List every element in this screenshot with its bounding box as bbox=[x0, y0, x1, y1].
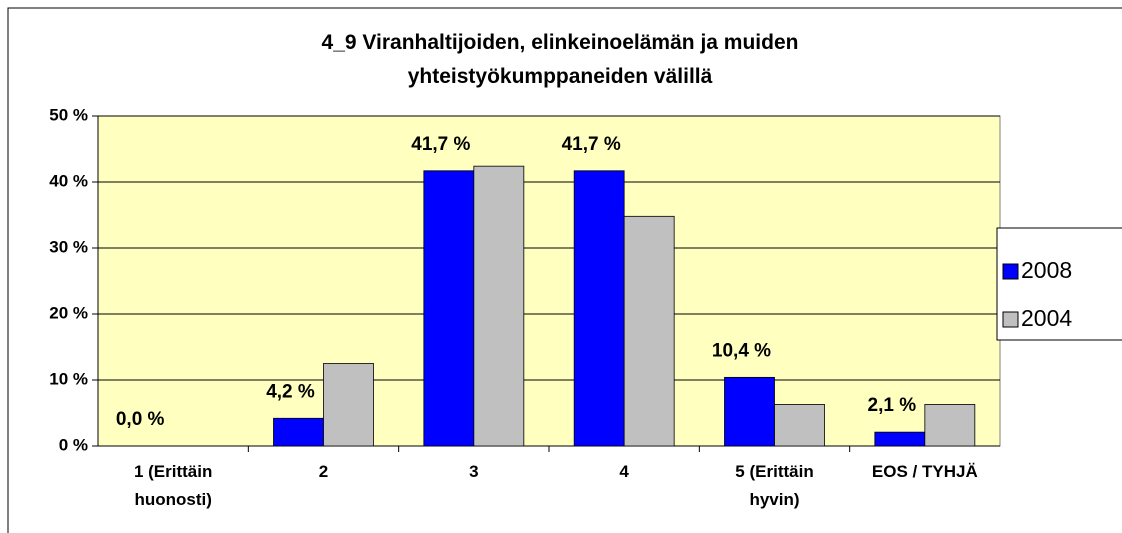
bar bbox=[924, 404, 976, 447]
bar bbox=[774, 404, 825, 447]
y-tick-label: 0 % bbox=[59, 435, 88, 454]
data-label: 4,2 % bbox=[266, 381, 315, 402]
bar bbox=[623, 215, 675, 447]
x-tick-label: 2 bbox=[318, 462, 329, 481]
bar bbox=[724, 376, 775, 447]
x-tick-label: EOS / TYHJÄ bbox=[871, 462, 978, 481]
plot-area bbox=[97, 115, 1001, 447]
legend-swatch bbox=[1002, 311, 1019, 328]
bar bbox=[273, 417, 324, 447]
y-tick-label: 40 % bbox=[49, 171, 88, 190]
y-tick-label: 20 % bbox=[49, 303, 88, 322]
data-label: 2,1 % bbox=[868, 395, 917, 416]
bar bbox=[423, 170, 475, 447]
y-tick-label: 50 % bbox=[49, 105, 88, 124]
data-label: 41,7 % bbox=[562, 134, 621, 155]
data-label: 41,7 % bbox=[411, 134, 470, 155]
legend-label: 2004 bbox=[1021, 305, 1072, 331]
chart-title: 4_9 Viranhaltijoiden, elinkeinoelämän ja… bbox=[321, 31, 799, 88]
y-tick-label: 30 % bbox=[49, 237, 88, 256]
legend-label: 2008 bbox=[1021, 257, 1072, 283]
data-label: 0,0 % bbox=[116, 409, 165, 430]
bar bbox=[473, 165, 525, 447]
bar bbox=[874, 431, 926, 447]
bar bbox=[323, 363, 374, 447]
legend-swatch bbox=[1002, 263, 1019, 280]
bar bbox=[573, 170, 625, 447]
data-label: 10,4 % bbox=[712, 340, 771, 361]
x-tick-label: 1 (Erittäin huonosti) bbox=[133, 462, 213, 509]
x-tick-label: 5 (Erittäin hyvin) bbox=[735, 462, 814, 509]
x-tick-label: 4 bbox=[619, 462, 629, 481]
y-tick-label: 10 % bbox=[49, 369, 88, 388]
x-tick-label: 3 bbox=[469, 462, 479, 481]
